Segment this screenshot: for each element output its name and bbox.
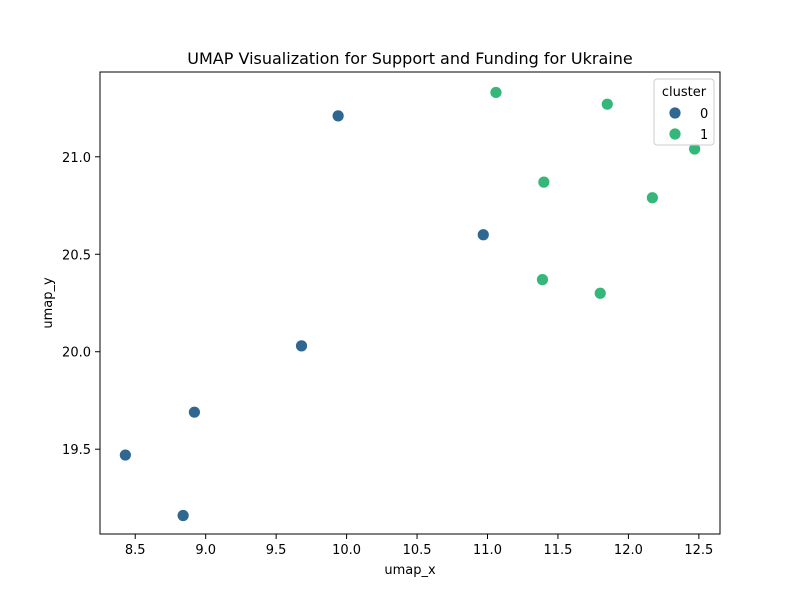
x-axis-ticks: 8.5 9.0 9.5 10.0 10.5 11.0 11.5 12.0 12.5 (125, 534, 713, 558)
y-tick-label: 20.0 (62, 346, 91, 361)
y-tick-label: 19.5 (62, 443, 91, 458)
y-tick-label: 21.0 (62, 151, 91, 166)
x-tick-label: 12.0 (614, 543, 643, 558)
cluster-1-point (593, 286, 607, 300)
x-axis-label: umap_x (384, 563, 436, 578)
legend-title: cluster (662, 85, 707, 100)
cluster-0-point (118, 448, 132, 462)
cluster-1-point (537, 175, 551, 189)
x-tick-label: 12.5 (684, 543, 713, 558)
x-tick-label: 11.0 (473, 543, 502, 558)
legend-label-cluster-1: 1 (700, 128, 708, 143)
x-tick-label: 10.0 (332, 543, 361, 558)
x-tick-label: 10.5 (403, 543, 432, 558)
plot-frame (99, 71, 721, 535)
cluster-0-point (331, 109, 345, 123)
cluster-1-point (489, 86, 503, 99)
legend-entries: 01 (668, 106, 708, 143)
x-tick-label: 9.0 (195, 543, 216, 558)
data-points (118, 86, 702, 522)
x-tick-label: 8.5 (125, 543, 146, 558)
legend-marker-cluster-0 (668, 106, 682, 120)
cluster-0-point (176, 509, 190, 522)
cluster-1-point (536, 273, 549, 287)
legend-box (653, 78, 715, 146)
y-tick-label: 20.5 (62, 248, 91, 263)
cluster-0-point (476, 228, 490, 242)
plot-background (100, 72, 720, 534)
cluster-1-point (645, 191, 659, 205)
chart-title: UMAP Visualization for Support and Fundi… (187, 49, 632, 68)
cluster-1-point (600, 97, 614, 111)
x-tick-label: 11.5 (543, 543, 572, 558)
y-axis-ticks: 19.5 20.0 20.5 21.0 (62, 151, 100, 458)
cluster-0-point (295, 339, 308, 353)
legend-marker-cluster-1 (668, 127, 682, 141)
y-axis-label: umap_y (41, 277, 56, 329)
x-tick-label: 9.5 (266, 543, 287, 558)
legend-label-cluster-0: 0 (700, 107, 708, 122)
cluster-0-point (188, 405, 201, 419)
legend: cluster 01 (653, 78, 715, 146)
